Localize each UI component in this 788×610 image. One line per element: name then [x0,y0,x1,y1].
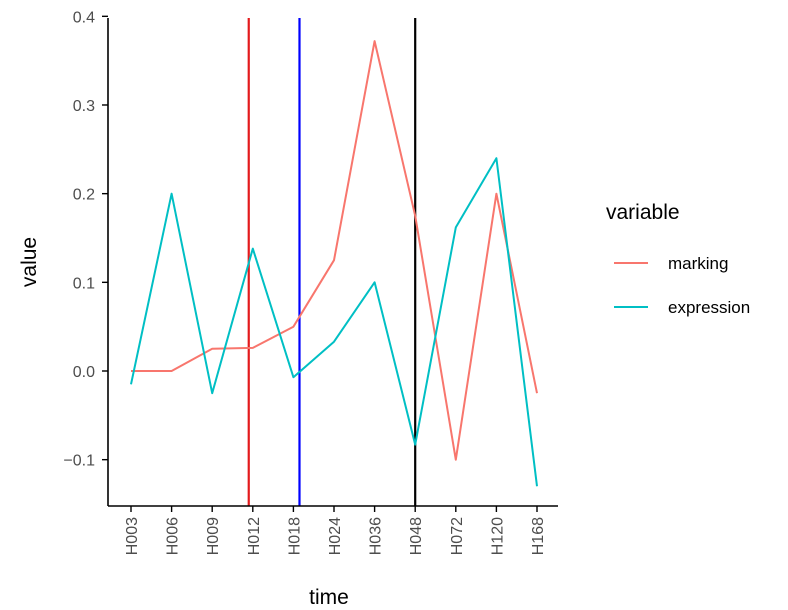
x-tick-label: H003 [124,517,141,555]
y-axis-title: value [18,237,41,287]
x-tick-label: H120 [489,517,506,555]
x-tick-label: H012 [246,517,263,555]
x-tick-label: H036 [368,517,385,555]
x-ticks: H003 H006 H009 H012 H018 H024 H036 H048 H072 H120… [124,506,547,555]
x-tick-label: H168 [530,517,547,555]
y-tick-label: 0.4 [73,9,95,26]
x-tick-label: H006 [165,517,182,555]
series-line-marking [131,40,538,461]
x-axis-title: time [309,586,349,609]
legend-label-expression: expression [668,298,750,317]
x-tick-label: H072 [449,517,466,555]
x-tick-label: H048 [408,517,425,555]
x-tick-label: H018 [286,517,303,555]
series-lines [130,40,538,487]
y-tick-label: 0.2 [73,187,95,204]
y-tick-label: 0.1 [73,275,95,292]
y-ticks: −0.1 0.0 0.1 0.2 0.3 0.4 [63,9,108,470]
axes [107,18,558,507]
series-line-expression [130,157,538,487]
legend: variable marking expression [606,201,750,317]
x-tick-label: H024 [327,517,344,555]
legend-label-marking: marking [668,254,728,273]
x-tick-label: H009 [205,517,222,555]
y-tick-label: 0.3 [73,98,95,115]
y-tick-label: 0.0 [73,364,95,381]
legend-title: variable [606,201,680,224]
y-tick-label: −0.1 [63,453,95,470]
